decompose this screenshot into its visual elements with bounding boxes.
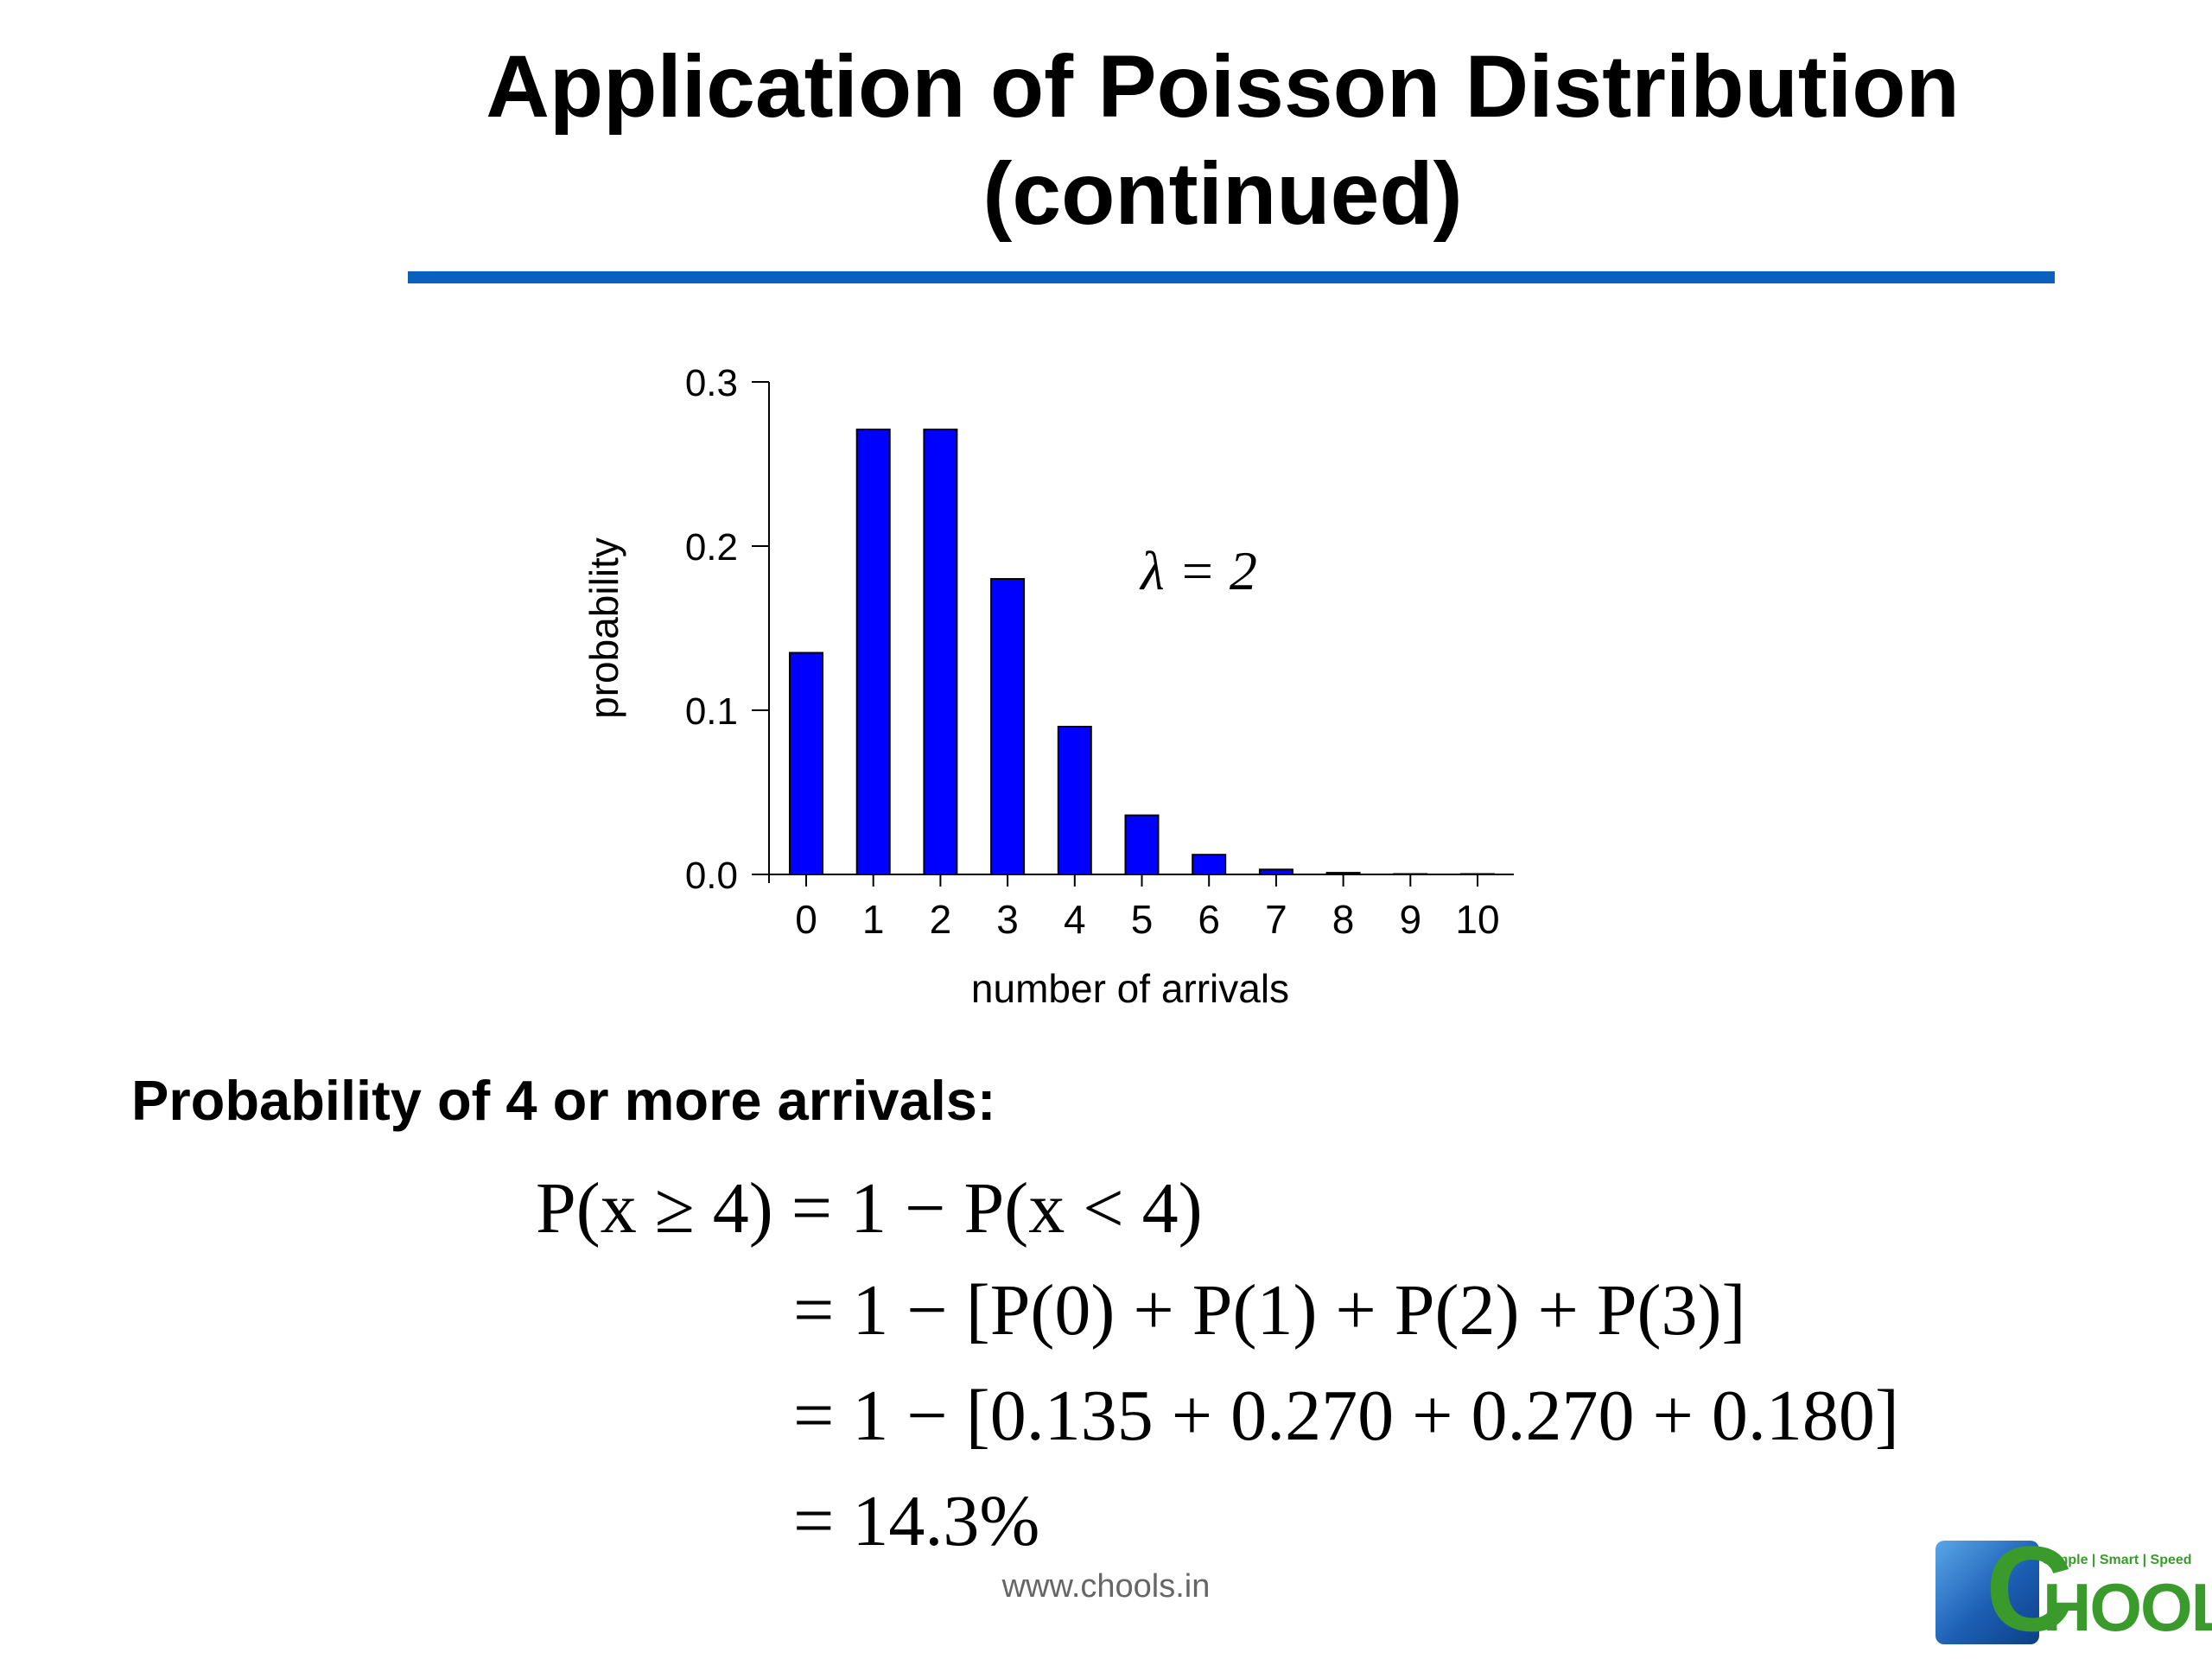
- x-tick-label: 0: [795, 897, 817, 942]
- bar: [1460, 873, 1495, 875]
- poisson-bar-chart: 0.0 0.1 0.2 0.3 0 1 2 3 4 5 6 7 8 9 10 number of arriva…: [582, 362, 1514, 1011]
- title-line-2: (continued): [982, 144, 1463, 243]
- section-heading: Probability of 4 or more arrivals:: [131, 1069, 996, 1132]
- y-tick-label: 0.2: [685, 526, 738, 569]
- x-tick-label: 7: [1265, 897, 1287, 942]
- logo-tagline: Simple | Smart | Speed: [2043, 1553, 2192, 1567]
- lambda-annotation: λ = 2: [1139, 540, 1257, 601]
- y-tick-label: 0.0: [685, 855, 738, 897]
- chools-logo: C Simple | Smart | Speed HOOLS: [1936, 1529, 2212, 1649]
- bar: [990, 578, 1026, 875]
- x-tick-label: 9: [1400, 897, 1422, 942]
- equation-line-1: P(x ≥ 4) = 1 − P(x < 4): [536, 1168, 1203, 1249]
- x-tick-label: 2: [930, 897, 952, 942]
- x-tick-label: 5: [1131, 897, 1154, 942]
- bar: [1124, 814, 1160, 875]
- bar: [1258, 868, 1294, 875]
- title-divider: [408, 271, 2055, 283]
- x-tick-label: 8: [1332, 897, 1355, 942]
- x-axis-label: number of arrivals: [971, 966, 1289, 1011]
- title-line-1: Application of Poisson Distribution: [486, 37, 1960, 136]
- y-tick-label: 0.1: [685, 690, 738, 733]
- logo-wordmark: HOOLS: [2043, 1569, 2212, 1645]
- bar: [855, 429, 891, 876]
- footer-url[interactable]: www.chools.in: [1001, 1568, 1211, 1605]
- x-tick-label: 6: [1198, 897, 1220, 942]
- logo-box: [1936, 1541, 2039, 1644]
- x-tick-label: 1: [862, 897, 885, 942]
- logo-letter: C: [1986, 1521, 2074, 1656]
- page-title: Application of Poisson Distribution (con…: [406, 33, 2039, 247]
- bar: [1393, 873, 1428, 875]
- x-tick-label: 10: [1455, 897, 1499, 942]
- bar: [1057, 726, 1092, 875]
- bar: [789, 652, 823, 875]
- bar: [923, 429, 958, 876]
- bar: [1192, 854, 1227, 876]
- bar: [1325, 872, 1361, 875]
- y-tick-label: 0.3: [685, 362, 738, 404]
- equation-line-3: = 1 − [0.135 + 0.270 + 0.270 + 0.180]: [793, 1376, 1899, 1456]
- x-tick-label: 3: [996, 897, 1019, 942]
- y-axis-label: probability: [582, 537, 626, 719]
- equation-line-2: = 1 − [P(0) + P(1) + P(2) + P(3)]: [793, 1270, 1746, 1351]
- x-tick-label: 4: [1064, 897, 1086, 942]
- equation-line-4: = 14.3%: [793, 1481, 1040, 1561]
